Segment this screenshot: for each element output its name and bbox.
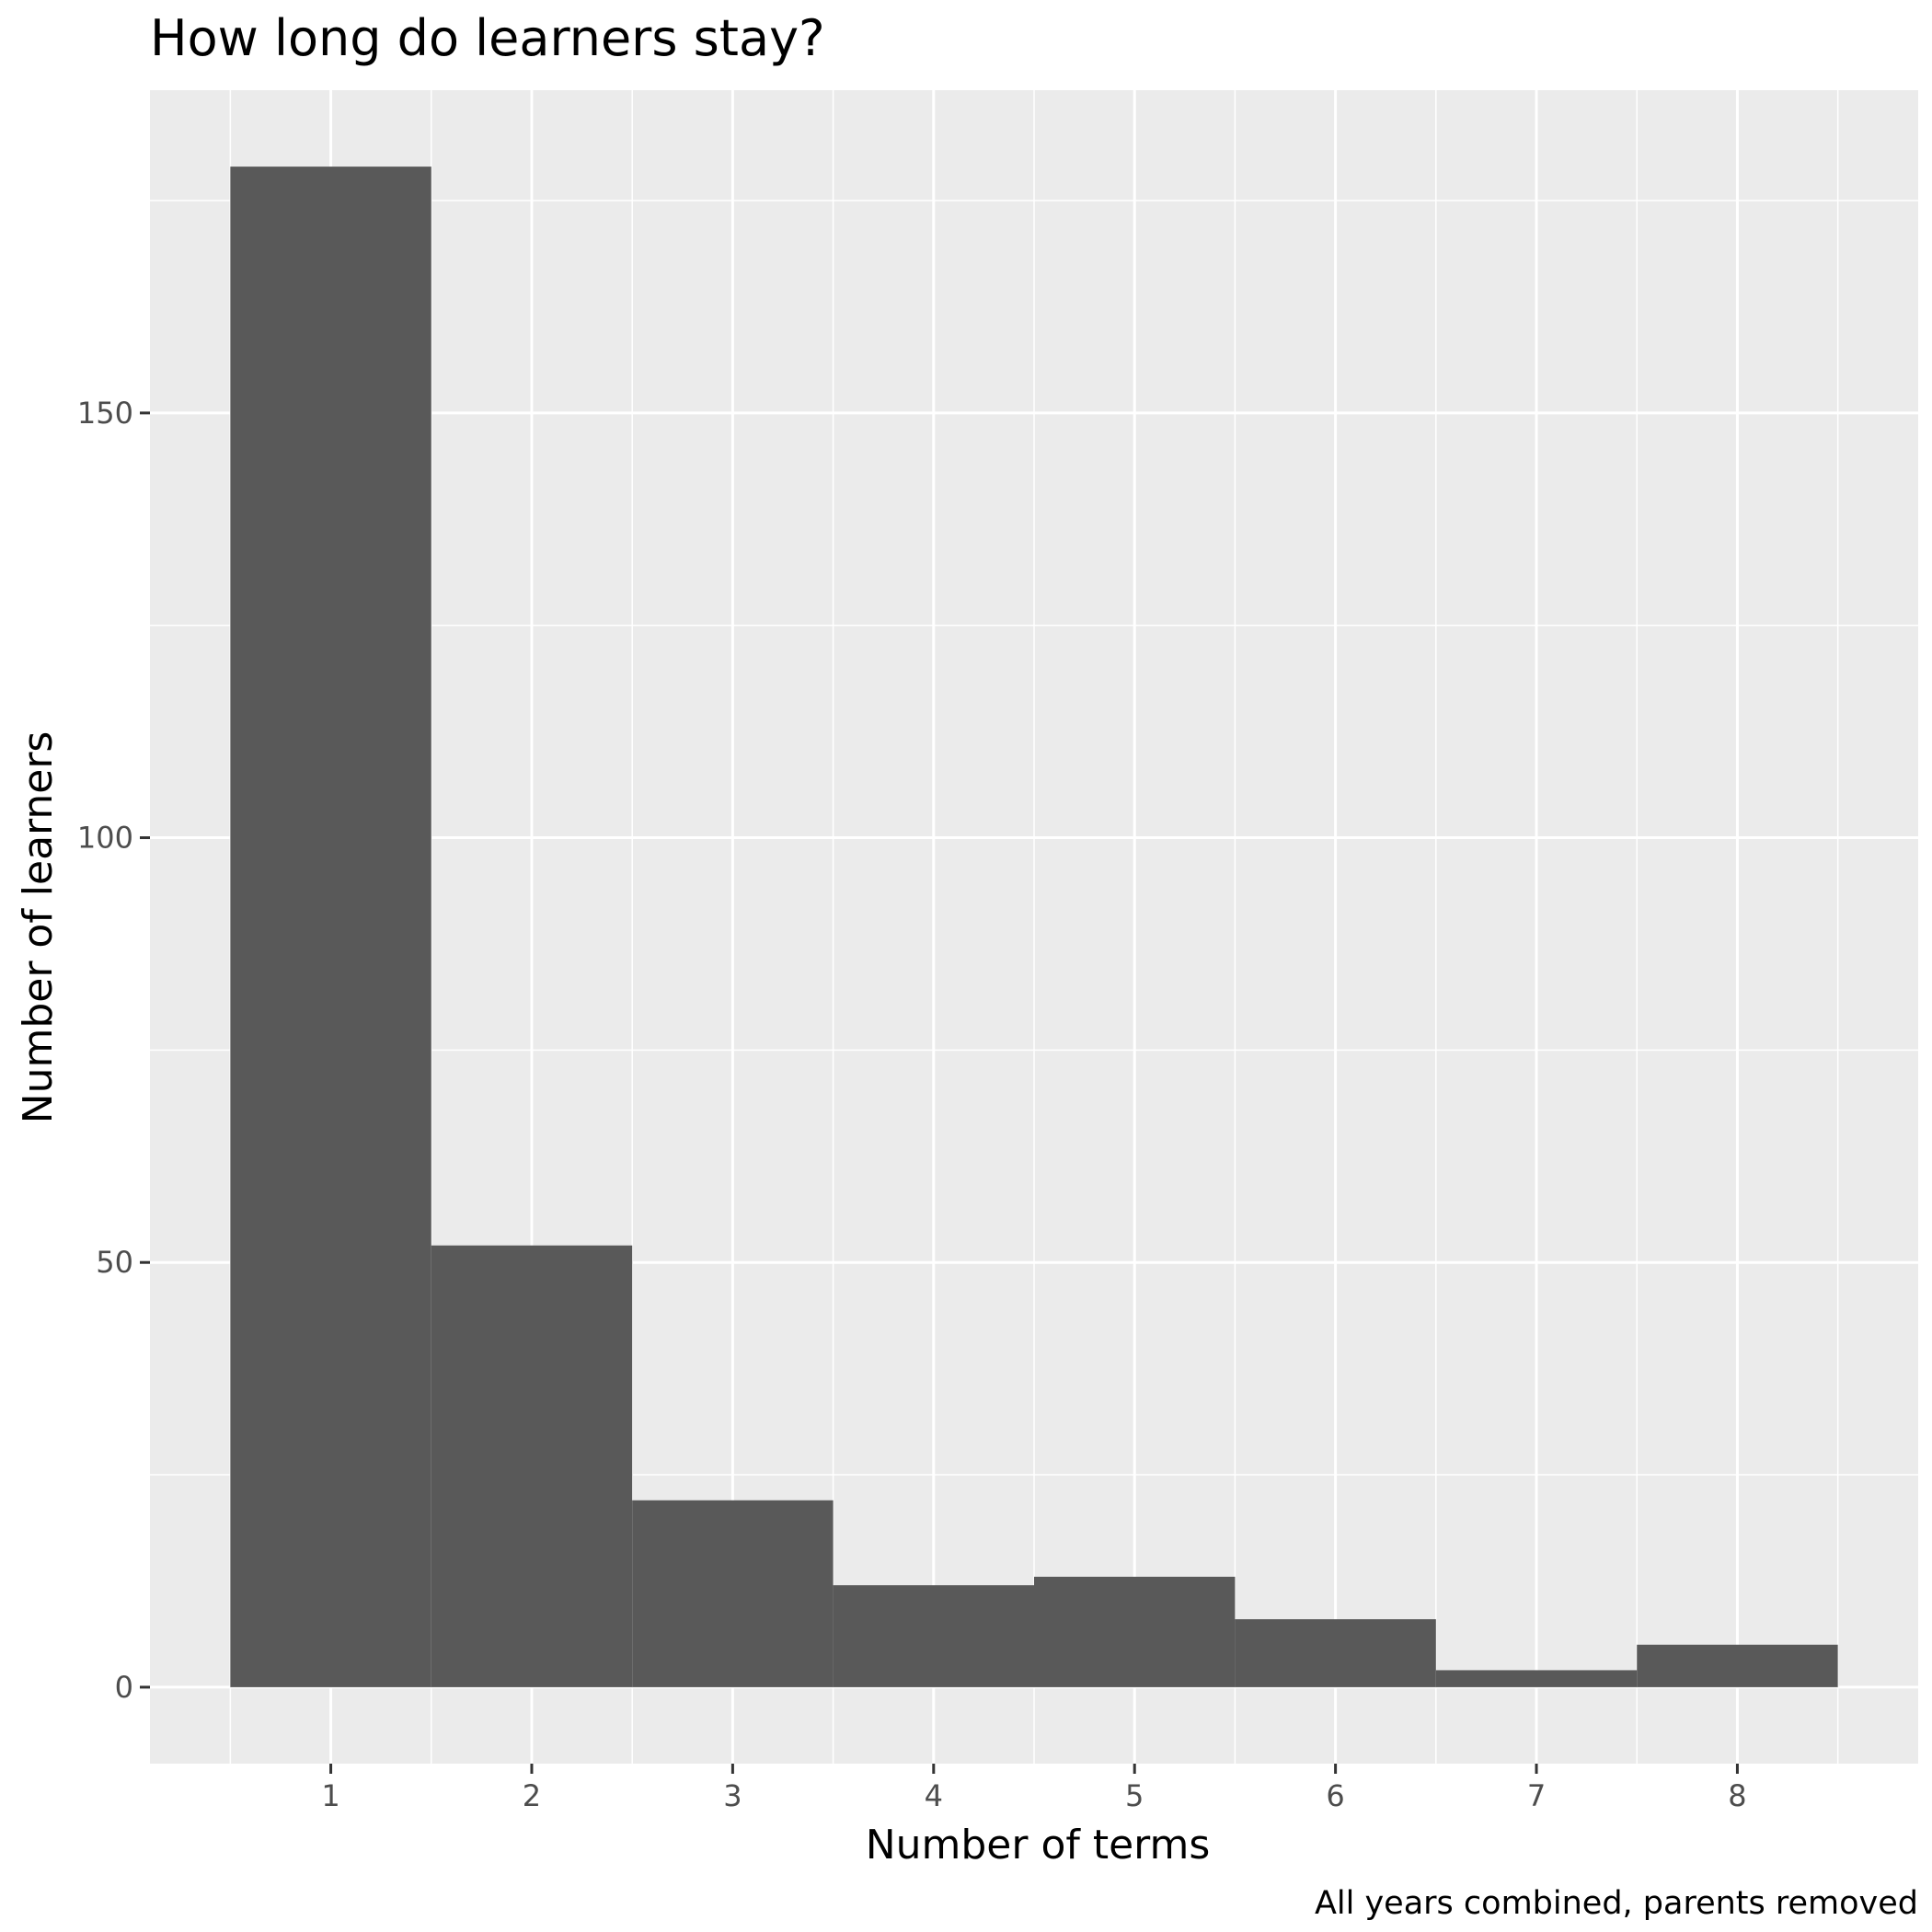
bar-4 <box>833 1585 1034 1687</box>
x-tick-label: 5 <box>1125 1778 1144 1813</box>
major-gridlines <box>150 90 1918 1764</box>
y-axis: 0 50 100 150 <box>77 396 150 1705</box>
bar-6 <box>1235 1619 1436 1687</box>
x-tick-label: 7 <box>1527 1778 1546 1813</box>
bar-3 <box>632 1500 834 1687</box>
x-tick-label: 1 <box>321 1778 339 1813</box>
x-tick-label: 6 <box>1326 1778 1344 1813</box>
y-tick-label: 0 <box>115 1670 133 1705</box>
bar-7 <box>1435 1670 1638 1687</box>
bars <box>230 167 1838 1687</box>
x-tick-label: 4 <box>925 1778 943 1813</box>
bar-2 <box>431 1245 633 1687</box>
y-tick-label: 100 <box>77 821 133 856</box>
x-tick-label: 3 <box>723 1778 742 1813</box>
x-axis-title: Number of terms <box>866 1822 1211 1869</box>
chart-title: How long do learners stay? <box>150 9 825 67</box>
y-axis-title: Number of learners <box>15 731 62 1124</box>
y-tick-label: 150 <box>77 396 133 431</box>
bar-1 <box>230 167 431 1687</box>
y-tick-label: 50 <box>96 1245 133 1280</box>
x-tick-label: 8 <box>1728 1778 1746 1813</box>
bar-8 <box>1637 1644 1838 1687</box>
bar-5 <box>1034 1576 1236 1687</box>
x-axis: 1 2 3 4 5 6 7 8 <box>321 1764 1747 1813</box>
x-tick-label: 2 <box>523 1778 541 1813</box>
chart-caption: All years combined, parents removed <box>1315 1885 1918 1922</box>
minor-gridlines <box>150 90 1918 1764</box>
